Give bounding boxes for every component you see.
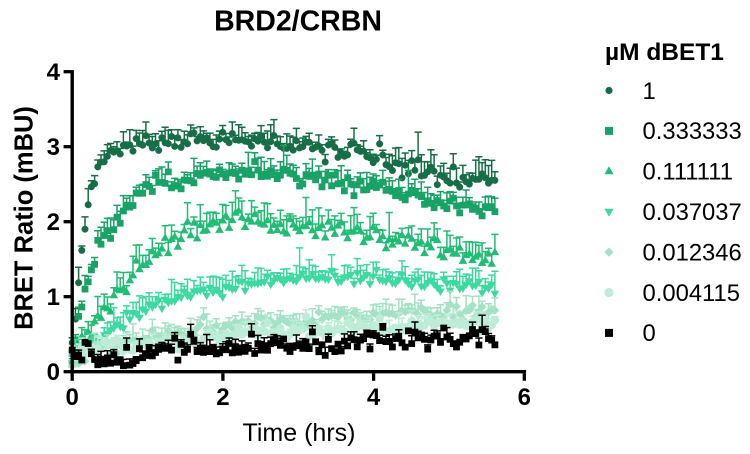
svg-text:1: 1 xyxy=(47,284,60,311)
svg-text:3: 3 xyxy=(47,134,60,161)
svg-text:0.111111: 0.111111 xyxy=(643,159,733,186)
svg-text:0.012346: 0.012346 xyxy=(643,239,742,266)
svg-text:0.037037: 0.037037 xyxy=(643,199,742,226)
svg-text:BRD2/CRBN: BRD2/CRBN xyxy=(214,6,382,38)
svg-text:0: 0 xyxy=(66,384,79,411)
svg-text:1: 1 xyxy=(643,78,656,105)
svg-text:6: 6 xyxy=(518,384,531,411)
svg-text:4: 4 xyxy=(367,384,381,411)
svg-text:4: 4 xyxy=(47,59,61,86)
svg-text:0.333333: 0.333333 xyxy=(643,118,742,145)
svg-text:0: 0 xyxy=(47,359,60,386)
svg-text:Time (hrs): Time (hrs) xyxy=(243,419,356,447)
svg-text:µM dBET1: µM dBET1 xyxy=(605,39,724,66)
svg-text:2: 2 xyxy=(216,384,229,411)
svg-text:BRET Ratio (mBU): BRET Ratio (mBU) xyxy=(10,106,38,330)
svg-text:2: 2 xyxy=(47,209,60,236)
svg-text:0: 0 xyxy=(643,320,656,347)
svg-text:0.004115: 0.004115 xyxy=(643,280,741,307)
